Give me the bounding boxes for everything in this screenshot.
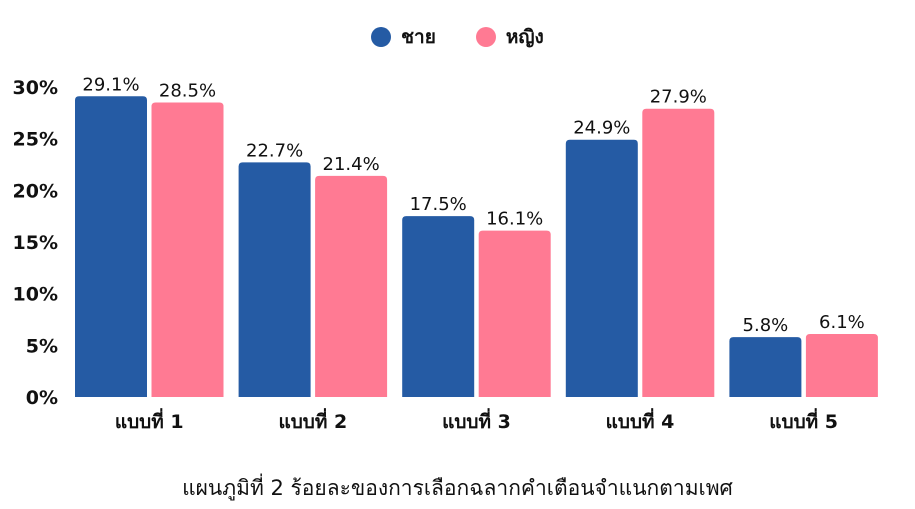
x-tick-label: แบบที่ 1 <box>115 408 184 433</box>
data-label: 16.1% <box>486 209 543 230</box>
legend-label-male: ชาย <box>401 26 436 48</box>
bar-male-1 <box>75 96 147 398</box>
bar-female-2 <box>315 175 388 397</box>
bar-male-3 <box>402 216 475 397</box>
data-label: 21.4% <box>323 154 380 175</box>
y-tick-label: 25% <box>13 129 58 151</box>
chart-caption: แผนภูมิที่ 2 ร้อยละของการเลือกฉลากคำเตือ… <box>182 476 733 500</box>
data-label: 6.1% <box>819 312 865 333</box>
x-tick-label: แบบที่ 2 <box>278 408 347 433</box>
x-tick-label: แบบที่ 4 <box>606 408 675 433</box>
bar-female-3 <box>478 230 551 397</box>
data-label: 17.5% <box>410 194 467 215</box>
legend-item-male: ชาย <box>371 22 436 52</box>
legend-swatch-female <box>475 27 496 47</box>
bar-male-2 <box>238 162 311 397</box>
legend-swatch-male <box>371 27 392 47</box>
data-label: 27.9% <box>650 87 707 108</box>
legend-label-female: หญิง <box>505 26 544 48</box>
data-label: 22.7% <box>246 140 303 161</box>
y-tick-label: 0% <box>26 387 58 409</box>
x-tick-label: แบบที่ 5 <box>769 408 838 433</box>
bar-male-4 <box>565 139 638 397</box>
data-label: 24.9% <box>573 118 630 139</box>
data-label: 5.8% <box>743 315 789 336</box>
y-tick-label: 30% <box>13 77 58 99</box>
y-tick-label: 15% <box>13 232 58 254</box>
y-tick-label: 20% <box>13 180 58 202</box>
data-label: 29.1% <box>82 74 139 95</box>
bar-female-5 <box>805 333 878 397</box>
y-tick-label: 5% <box>26 335 58 357</box>
bar-male-5 <box>729 337 802 397</box>
legend-item-female: หญิง <box>475 22 544 52</box>
bar-female-4 <box>642 108 715 397</box>
chart-legend: ชาย หญิง <box>0 22 915 52</box>
x-tick-label: แบบที่ 3 <box>442 408 511 433</box>
bar-female-1 <box>151 102 224 397</box>
data-label: 28.5% <box>159 81 216 102</box>
y-tick-label: 10% <box>13 284 58 306</box>
